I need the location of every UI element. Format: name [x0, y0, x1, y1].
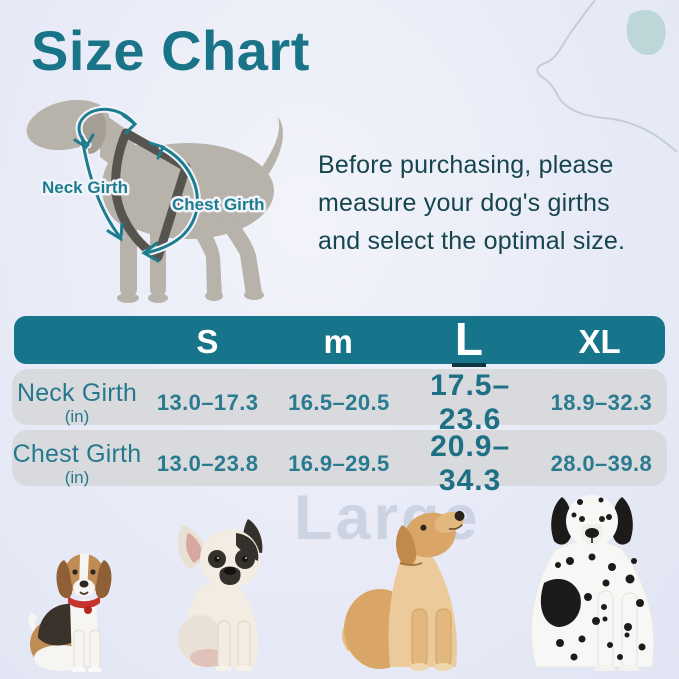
dog-photo-french-bulldog — [162, 517, 278, 671]
ear-blob-decoration — [626, 10, 666, 56]
chest-value-m: 16.9–29.5 — [288, 451, 390, 476]
neck-value-xl: 18.9–32.3 — [550, 390, 653, 415]
header-cell-size-l-highlighted: L — [404, 316, 535, 367]
size-table-header: S m L XL — [14, 316, 665, 367]
collar-tag — [84, 606, 92, 614]
dog-head-outline-decoration — [536, 0, 678, 153]
neck-value-s: 13.0–17.3 — [156, 390, 259, 415]
intro-text: Before purchasing, please measure your d… — [318, 146, 670, 260]
neck-girth-arrow — [73, 105, 138, 242]
dog-photo-beagle — [24, 546, 126, 672]
intro-line: Before purchasing, please — [318, 151, 614, 179]
page-title: Size Chart — [31, 19, 310, 82]
table-row-neck-girth: Neck Girth (in) 13.0–17.3 16.5–20.5 17.5… — [12, 369, 667, 436]
chest-value-s: 13.0–23.8 — [156, 451, 259, 476]
row-label: Chest Girth (in) — [12, 440, 142, 487]
header-cell-size-m: m — [323, 323, 353, 360]
header-cell-size-s: S — [196, 323, 219, 360]
dog-measurement-diagram: Neck Girth Chest Girth — [26, 99, 283, 303]
dog-photo-dalmatian — [500, 487, 672, 671]
chest-girth-label: Chest Girth — [172, 195, 265, 214]
chest-value-xl: 28.0–39.8 — [550, 451, 653, 476]
row-label: Neck Girth (in) — [16, 379, 138, 426]
neck-value-m: 16.5–20.5 — [288, 390, 390, 415]
neck-value-l-highlighted: 17.5–23.6 — [430, 369, 511, 436]
header-cell-size-xl: XL — [578, 323, 621, 360]
neck-girth-label: Neck Girth — [42, 178, 128, 197]
table-row-chest-girth: Chest Girth (in) 13.0–23.8 16.9–29.5 20.… — [12, 430, 667, 497]
beagle-collar — [68, 596, 100, 609]
intro-line: and select the optimal size. — [318, 227, 626, 255]
dog-photo-golden-retriever — [338, 501, 488, 671]
intro-line: measure your dog's girths — [318, 189, 610, 217]
chest-value-l-highlighted: 20.9–34.3 — [430, 430, 511, 497]
chest-girth-arrow — [141, 141, 201, 263]
